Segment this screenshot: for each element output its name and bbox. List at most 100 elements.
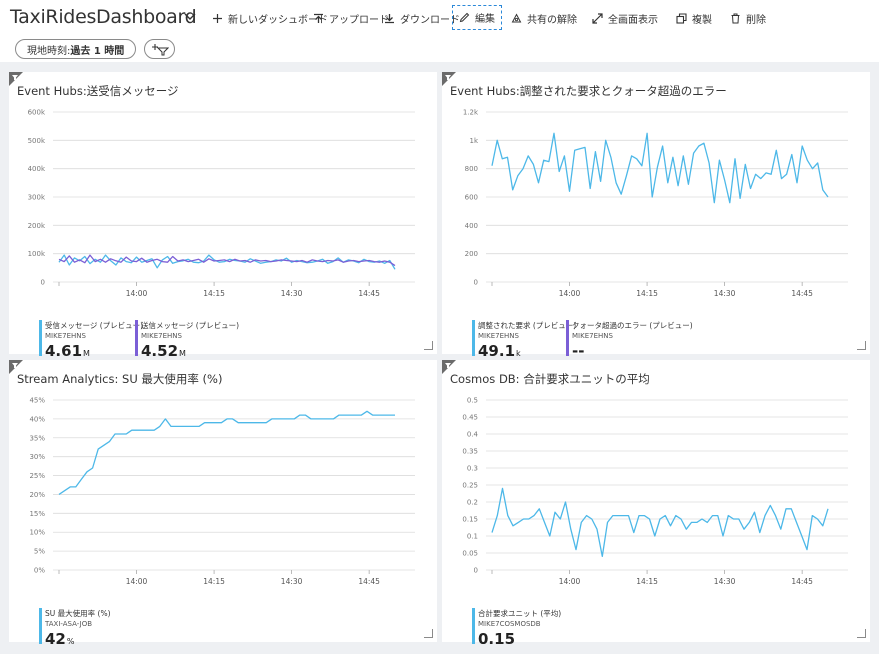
- legend-item-quota-exceeded[interactable]: クォータ超過のエラー (プレビュー) MIKE7EHNS --: [566, 320, 693, 360]
- legend-item-throttled[interactable]: 調整された要求 (プレビュー) MIKE7EHNS 49.1k: [472, 320, 577, 360]
- resize-handle[interactable]: [857, 629, 866, 638]
- expand-icon: [592, 12, 603, 24]
- legend-value: 49.1k: [478, 342, 521, 360]
- y-tick-label: 45%: [29, 397, 45, 405]
- clone-button[interactable]: 複製: [676, 8, 712, 28]
- y-tick-label: 0.45: [462, 414, 478, 422]
- legend-name: 受信メッセージ (プレビュー): [45, 321, 144, 330]
- y-tick-label: 1k: [469, 137, 478, 145]
- x-tick-label: 14:45: [358, 289, 380, 298]
- filter-icon: [442, 360, 456, 374]
- series-line: [491, 487, 829, 558]
- y-tick-label: 600: [465, 194, 478, 202]
- filter-icon: [442, 72, 456, 86]
- fullscreen-button[interactable]: 全画面表示: [592, 8, 658, 28]
- filter-icon: [9, 72, 23, 86]
- trash-icon: [731, 13, 740, 23]
- chevron-down-icon[interactable]: [183, 10, 197, 24]
- y-tick-label: 400k: [28, 165, 46, 173]
- legend-item-outgoing[interactable]: 送信メッセージ (プレビュー) MIKE7EHNS 4.52M: [135, 320, 239, 360]
- legend-value: 42%: [45, 630, 75, 648]
- filter-bar: 現地時刻: 過去 1 時間: [0, 36, 879, 62]
- y-tick-label: 500k: [28, 137, 46, 145]
- x-tick-label: 14:00: [559, 289, 581, 298]
- time-range-filter[interactable]: 現地時刻: 過去 1 時間: [15, 39, 137, 59]
- unshare-button[interactable]: 共有の解除: [511, 8, 577, 28]
- request-units-chart: 0 0.05 0.1 0.15 0.2 0.25 0.3 0.35 0.4 0.45 0.5 14:0…: [462, 397, 848, 586]
- download-button[interactable]: ダウンロード: [384, 8, 460, 28]
- x-tick-label: 14:45: [791, 577, 813, 586]
- pencil-icon: [459, 12, 470, 23]
- tile-event-hubs-messages[interactable]: Event Hubs:送受信メッセージ 0 100k 200k 300k 400k 500…: [9, 72, 437, 360]
- edit-button[interactable]: 編集: [452, 5, 502, 30]
- legend-value: --: [572, 342, 585, 360]
- resize-handle[interactable]: [857, 341, 866, 350]
- legend-value: 4.52M: [141, 342, 186, 360]
- x-tick-label: 14:15: [203, 577, 225, 586]
- legend-resource: TAXI-ASA-JOB: [45, 620, 93, 628]
- legend-resource: MIKE7COSMOSDB: [478, 620, 541, 628]
- time-range-prefix: 現地時刻:: [27, 45, 71, 57]
- series-line: [58, 410, 395, 495]
- legend-item-su-usage[interactable]: SU 最大使用率 (%) TAXI-ASA-JOB 42%: [39, 608, 111, 648]
- plus-icon: [213, 13, 222, 23]
- y-tick-label: 300k: [28, 194, 46, 202]
- y-tick-label: 40%: [29, 415, 45, 423]
- legend-item-request-units[interactable]: 合計要求ユニット (平均) MIKE7COSMOSDB 0.15: [472, 608, 561, 648]
- legend-color-bar: [566, 320, 569, 356]
- y-tick-label: 100k: [28, 250, 46, 258]
- y-tick-label: 0.35: [462, 448, 478, 456]
- legend-value: 0.15: [478, 630, 516, 648]
- dashboard-title[interactable]: TaxiRidesDashboard: [10, 6, 197, 28]
- new-dashboard-button[interactable]: 新しいダッシュボード: [212, 8, 328, 28]
- tile-title: Stream Analytics: SU 最大使用率 (%): [17, 372, 223, 386]
- y-tick-label: 0.5: [467, 397, 478, 405]
- y-tick-label: 0.1: [467, 533, 478, 541]
- throttled-chart: 0 200 400 600 800 1k 1.2k 14:00 14:15 14:30 14:45: [463, 109, 848, 298]
- upload-button[interactable]: アップロード: [313, 8, 389, 28]
- tile-cosmos-db[interactable]: Cosmos DB: 合計要求ユニットの平均 0 0.05 0.1 0.15 0.2 0.…: [442, 360, 870, 648]
- y-tick-label: 0.2: [467, 499, 478, 507]
- add-filter-button[interactable]: [144, 39, 175, 59]
- resize-handle[interactable]: [424, 629, 433, 638]
- delete-button[interactable]: 削除: [730, 8, 766, 28]
- legend-color-bar: [39, 320, 42, 356]
- x-tick-label: 14:45: [791, 289, 813, 298]
- legend-color-bar: [472, 608, 475, 644]
- y-tick-label: 15%: [29, 510, 45, 518]
- tile-title: Event Hubs:調整された要求とクォータ超過のエラー: [450, 84, 727, 98]
- x-tick-label: 14:00: [126, 577, 148, 586]
- series-line: [491, 132, 829, 204]
- resize-handle[interactable]: [424, 341, 433, 350]
- y-tick-label: 0.15: [462, 516, 478, 524]
- series-line: [58, 254, 396, 267]
- x-tick-label: 14:45: [358, 577, 380, 586]
- y-tick-label: 5%: [34, 548, 45, 556]
- legend-resource: MIKE7EHNS: [45, 332, 86, 340]
- upload-icon: [314, 13, 323, 23]
- x-tick-label: 14:30: [281, 289, 303, 298]
- x-tick-label: 14:00: [559, 577, 581, 586]
- tile-stream-analytics[interactable]: Stream Analytics: SU 最大使用率 (%) 0% 5% 10% 15…: [9, 360, 437, 648]
- delete-label: 削除: [746, 14, 766, 26]
- y-tick-label: 0.3: [467, 465, 478, 473]
- legend-item-incoming[interactable]: 受信メッセージ (プレビュー) MIKE7EHNS 4.61M: [39, 320, 144, 360]
- y-tick-label: 200: [465, 250, 478, 258]
- y-tick-label: 600k: [28, 109, 46, 117]
- fullscreen-label: 全画面表示: [608, 14, 658, 26]
- legend-resource: MIKE7EHNS: [478, 332, 519, 340]
- y-tick-label: 0.05: [462, 550, 478, 558]
- legend-name: 調整された要求 (プレビュー): [478, 321, 577, 330]
- x-tick-label: 14:30: [714, 577, 736, 586]
- tile-event-hubs-throttled[interactable]: Event Hubs:調整された要求とクォータ超過のエラー 0 200 400 600…: [442, 72, 870, 360]
- x-tick-label: 14:15: [636, 289, 658, 298]
- tile-title: Cosmos DB: 合計要求ユニットの平均: [450, 372, 650, 386]
- edit-label: 編集: [475, 14, 495, 25]
- legend-value: 4.61M: [45, 342, 90, 360]
- x-tick-label: 14:30: [714, 289, 736, 298]
- tile-title: Event Hubs:送受信メッセージ: [17, 84, 179, 98]
- filter-icon: [9, 360, 23, 374]
- clone-label: 複製: [692, 14, 712, 26]
- legend-name: クォータ超過のエラー (プレビュー): [572, 321, 693, 330]
- x-tick-label: 14:00: [126, 289, 148, 298]
